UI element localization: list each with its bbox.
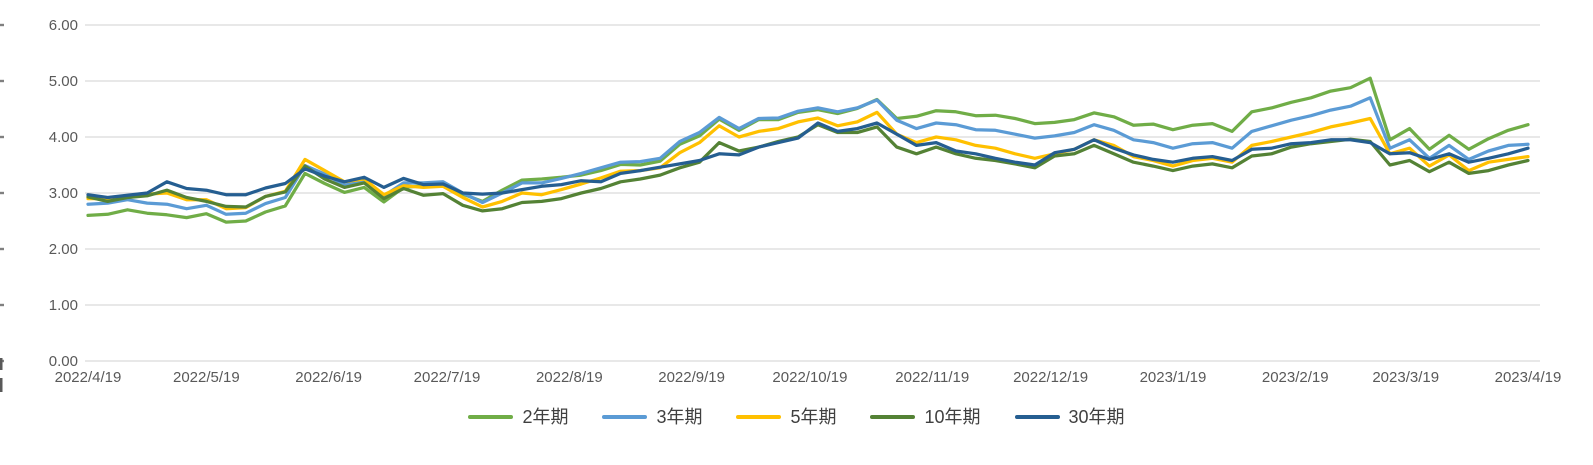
x-tick-label: 2022/5/19 xyxy=(173,369,240,386)
legend-item-1: 2年期 xyxy=(468,408,568,426)
axis-corner-mark xyxy=(0,378,3,392)
series-line-5 xyxy=(86,121,1530,200)
y-axis-tick xyxy=(0,79,4,83)
legend-item-2: 3年期 xyxy=(602,408,702,426)
y-axis-tick xyxy=(0,135,4,139)
x-tick-label: 2023/4/19 xyxy=(1495,369,1562,386)
y-axis-tick xyxy=(0,303,4,307)
x-tick-label: 2022/11/19 xyxy=(895,369,969,386)
y-tick-label: 3.00 xyxy=(49,185,78,202)
legend-item-3: 5年期 xyxy=(736,408,836,426)
legend-line-swatch xyxy=(870,415,916,419)
x-tick-label: 2023/2/19 xyxy=(1262,369,1329,386)
gridlines xyxy=(0,23,1540,392)
legend-item-5: 30年期 xyxy=(1014,407,1125,427)
series-line-2 xyxy=(86,96,1530,216)
legend-line-swatch xyxy=(602,415,648,419)
legend-label: 10年期 xyxy=(924,407,981,427)
x-tick-label: 2023/1/19 xyxy=(1140,369,1207,386)
y-axis-tick xyxy=(0,191,4,195)
x-tick-label: 2022/9/19 xyxy=(658,369,725,386)
y-tick-label: 5.00 xyxy=(49,73,78,90)
y-axis-labels: 6.00 5.00 4.00 3.00 2.00 1.00 0.00 xyxy=(49,17,78,370)
x-tick-label: 2022/8/19 xyxy=(536,369,603,386)
x-tick-label: 2022/6/19 xyxy=(295,369,362,386)
y-tick-label: 0.00 xyxy=(49,353,78,370)
x-axis-labels: 2022/4/19 2022/5/19 2022/6/19 2022/7/19 2022… xyxy=(55,369,1562,386)
axis-corner-mark xyxy=(0,358,3,370)
x-tick-label: 2022/12/19 xyxy=(1013,369,1088,386)
x-tick-label: 2022/10/19 xyxy=(772,369,847,386)
chart-legend: 2年期 3年期 5年期 10年期 30年期 xyxy=(0,408,1593,426)
legend-line-swatch xyxy=(736,415,782,419)
y-tick-label: 4.00 xyxy=(49,129,78,146)
y-tick-label: 1.00 xyxy=(49,297,78,314)
series-line-1 xyxy=(86,76,1530,224)
series-line-3 xyxy=(86,110,1530,211)
legend-label: 5年期 xyxy=(790,407,837,427)
x-tick-label: 2023/3/19 xyxy=(1372,369,1439,386)
y-tick-label: 2.00 xyxy=(49,241,78,258)
legend-label: 3年期 xyxy=(656,407,703,427)
x-tick-label: 2022/7/19 xyxy=(414,369,481,386)
legend-item-4: 10年期 xyxy=(870,407,981,427)
y-axis-tick xyxy=(0,23,4,27)
y-tick-label: 6.00 xyxy=(49,17,78,34)
legend-label: 30年期 xyxy=(1068,407,1125,427)
legend-line-swatch xyxy=(468,415,514,419)
legend-label: 2年期 xyxy=(522,407,569,427)
legend-line-swatch xyxy=(1014,415,1060,419)
x-tick-label: 2022/4/19 xyxy=(55,369,122,386)
y-axis-tick xyxy=(0,247,4,251)
